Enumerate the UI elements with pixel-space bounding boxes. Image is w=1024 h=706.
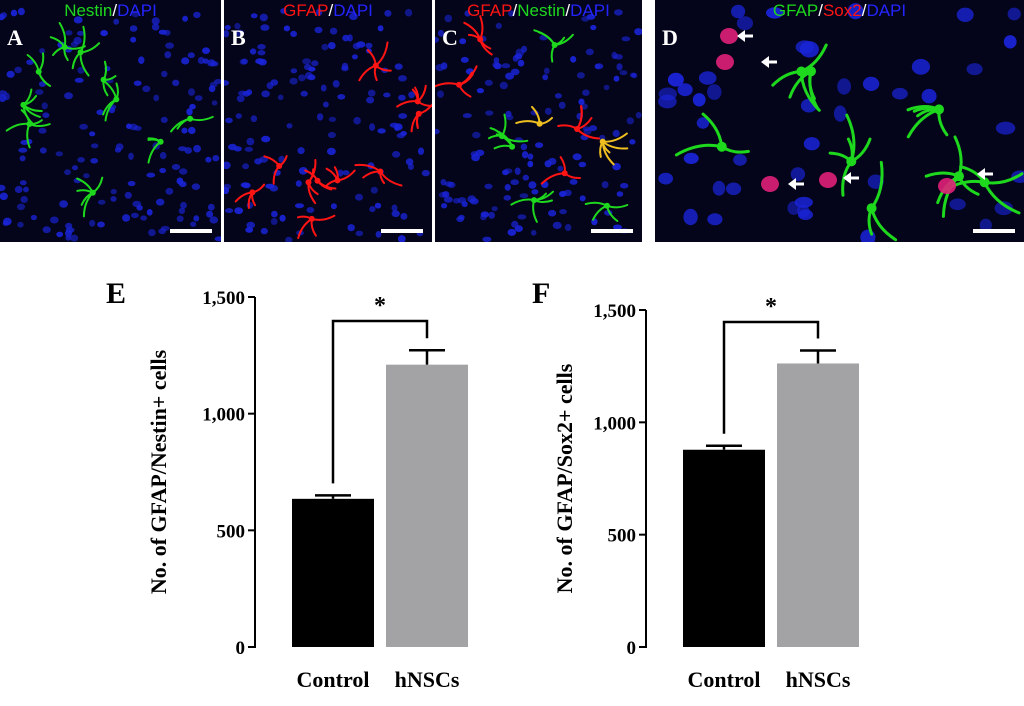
title-segment: Nestin (64, 1, 113, 20)
significance-bracket (722, 320, 820, 434)
title-segment: / (565, 1, 571, 20)
title-segment: / (112, 1, 118, 20)
title-segment: Sox2 (822, 1, 862, 20)
panel-title: GFAP/Sox2/DAPI (655, 1, 1024, 21)
panel-letter: D (662, 25, 678, 50)
y-tick-label: 500 (608, 526, 637, 547)
significance-star: * (765, 294, 777, 320)
significance-bracket (331, 319, 429, 484)
panel-d-gfap-sox2-dapi: GFAP/Sox2/DAPI D (655, 0, 1024, 242)
micrograph-a (0, 7, 221, 242)
micrograph-b (224, 8, 432, 242)
title-segment: / (328, 1, 334, 20)
chart-f-gfap-sox2: F 0 500 1,000 1,500 No. of GFAP/Sox2+ cells Co… (532, 258, 972, 706)
bar-chart-e: E 0 500 1,000 1,500 No. of GFAP/Nestin+ cells… (106, 277, 468, 692)
y-axis-label: No. of GFAP/Nestin+ cells (146, 349, 171, 594)
title-segment: DAPI (866, 1, 907, 20)
error-bar (409, 348, 445, 365)
panel-letter: A (7, 25, 23, 50)
y-tick-label: 0 (627, 638, 637, 659)
panel-title: GFAP/DAPI (224, 1, 432, 21)
panel-title: GFAP/Nestin/DAPI (435, 1, 642, 21)
title-segment: GFAP (772, 1, 819, 20)
y-axis-label: No. of GFAP/Sox2+ cells (552, 363, 577, 593)
scale-bar (973, 229, 1015, 233)
error-bar (706, 444, 742, 450)
bar-control (292, 498, 374, 647)
significance-star: * (374, 293, 386, 319)
y-tick-label: 1,500 (202, 288, 245, 309)
scale-bar (381, 229, 423, 233)
bar-hnscs (386, 364, 468, 647)
y-tick-label: 1,500 (593, 301, 636, 322)
bar-chart-f: F 0 500 1,000 1,500 No. of GFAP/Sox2+ cells Co… (532, 277, 859, 692)
x-tick-label: Control (297, 667, 370, 692)
panel-a-nestin-dapi: Nestin/DAPI A (0, 0, 221, 242)
title-segment: / (512, 1, 518, 20)
arrow-icon (977, 168, 993, 180)
title-segment: / (861, 1, 867, 20)
title-segment: GFAP (283, 1, 329, 20)
micrograph-c (435, 9, 642, 242)
arrow-icon (737, 30, 753, 42)
y-tick-label: 0 (236, 638, 246, 659)
x-tick-label: Control (688, 667, 761, 692)
y-tick-label: 1,000 (202, 405, 245, 426)
arrow-icon (788, 178, 804, 190)
chart-e-gfap-nestin: E 0 500 1,000 1,500 No. of GFAP/Nestin+ cells… (96, 258, 536, 706)
error-bar (315, 494, 351, 499)
panel-letter: C (442, 25, 458, 50)
panel-letter: E (106, 277, 126, 310)
title-segment: / (818, 1, 823, 20)
y-tick-label: 1,000 (593, 413, 636, 434)
arrow-icon (761, 56, 777, 68)
arrow-icon (843, 172, 859, 184)
x-tick-label: hNSCs (395, 667, 460, 692)
title-segment: Nestin (517, 1, 566, 20)
scale-bar (170, 229, 212, 233)
error-bar (800, 349, 836, 364)
title-segment: DAPI (570, 1, 610, 20)
y-tick-label: 500 (217, 521, 246, 542)
panel-b-gfap-dapi: GFAP/DAPI B (224, 0, 432, 242)
bar-hnscs (777, 363, 859, 647)
panel-c-gfap-nestin-dapi: GFAP/Nestin/DAPI C (435, 0, 642, 242)
panel-letter: F (532, 277, 550, 310)
panel-title: Nestin/DAPI (0, 1, 221, 21)
scale-bar (591, 229, 633, 233)
micrograph-d (658, 3, 1024, 242)
x-tick-label: hNSCs (786, 667, 851, 692)
title-segment: GFAP (467, 1, 513, 20)
panel-letter: B (231, 25, 246, 50)
title-segment: DAPI (117, 1, 157, 20)
bar-control (683, 449, 765, 647)
title-segment: DAPI (333, 1, 373, 20)
